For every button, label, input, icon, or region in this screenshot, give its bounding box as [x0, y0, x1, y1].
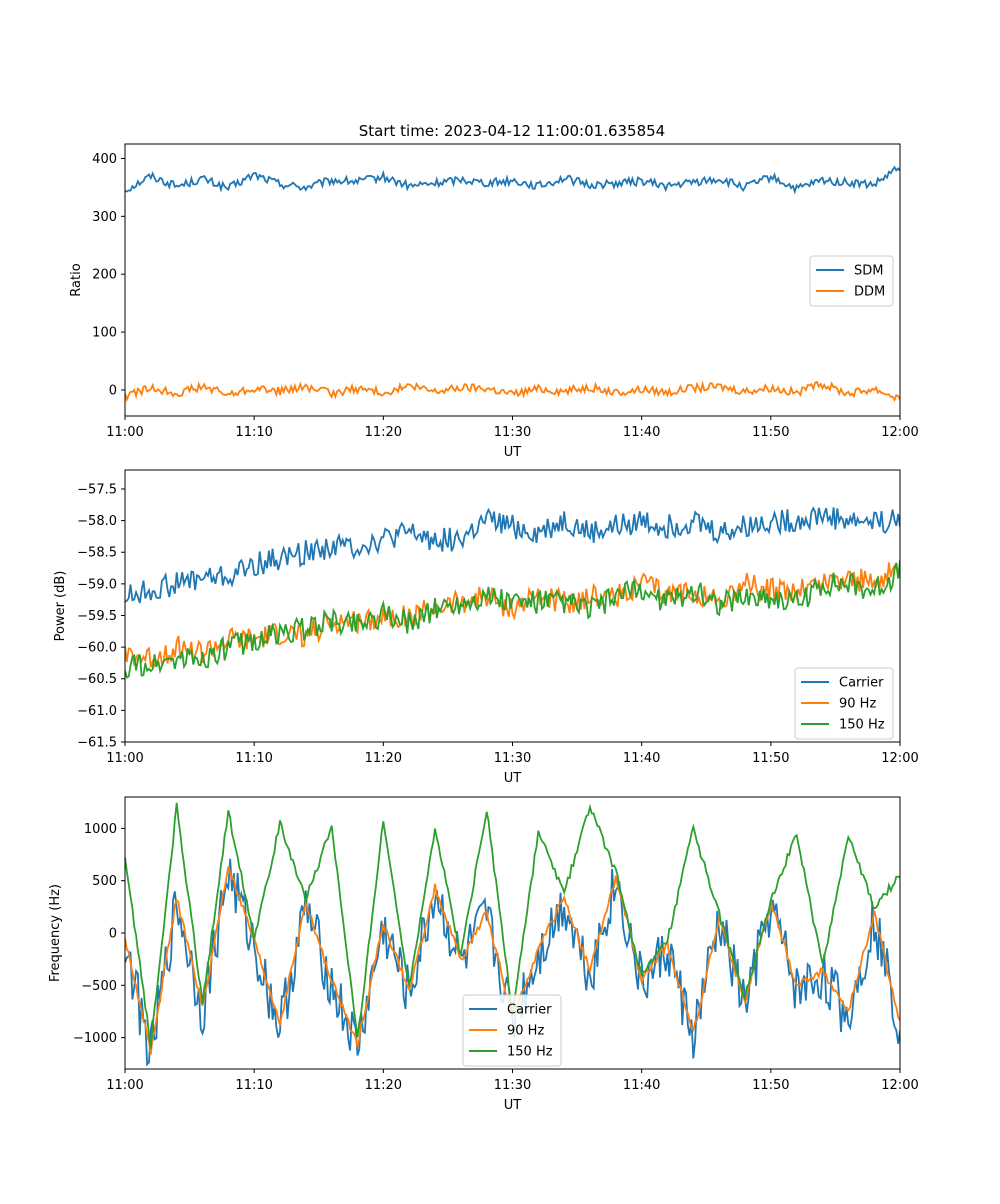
y-tick-label: −60.0	[77, 641, 117, 656]
y-tick-label: 300	[92, 210, 117, 225]
panel-2: 11:00 11:10 11:20 11:30 11:40 11:50 12:00 −57.5…	[53, 469, 919, 786]
legend-label: Carrier	[839, 676, 884, 691]
x-tick-label: 11:00	[106, 751, 143, 766]
x-tick-label: 11:20	[365, 425, 402, 440]
x-tick-label: 12:00	[881, 1078, 918, 1093]
y-tick-label: −59.0	[77, 577, 117, 592]
series-line-ddm	[125, 380, 900, 403]
y-tick-label: −58.5	[77, 546, 117, 561]
legend-label: 90 Hz	[507, 1024, 544, 1039]
x-tick-label: 11:50	[752, 425, 789, 440]
legend-label: 150 Hz	[839, 718, 885, 733]
legend-label: Carrier	[507, 1003, 552, 1018]
legend-box	[809, 255, 894, 307]
legend: Carrier 90 Hz 150 Hz	[794, 667, 894, 740]
legend-label: 150 Hz	[507, 1045, 553, 1060]
x-tick-label: 11:00	[106, 1078, 143, 1093]
x-axis-label: UT	[504, 445, 522, 460]
series-line-carrier	[125, 506, 900, 604]
y-axis-label: Ratio	[69, 263, 84, 296]
legend-box	[794, 667, 894, 740]
y-tick-label: 0	[109, 383, 117, 398]
x-tick-label: 11:20	[365, 1078, 402, 1093]
x-tick-label: 11:30	[494, 1078, 531, 1093]
series-group	[125, 506, 900, 679]
x-tick-label: 11:30	[494, 425, 531, 440]
y-tick-label: −1000	[73, 1031, 117, 1046]
y-tick-label: −61.5	[77, 736, 117, 751]
legend-label: SDM	[854, 264, 883, 279]
y-tick-label: 1000	[84, 822, 117, 837]
y-tick-label: −59.5	[77, 609, 117, 624]
y-tick-label: −60.5	[77, 672, 117, 687]
series-line-150-hz	[125, 559, 900, 679]
x-tick-label: 11:30	[494, 751, 531, 766]
x-tick-label: 11:00	[106, 425, 143, 440]
figure-title: Start time: 2023-04-12 11:00:01.635854	[359, 122, 665, 140]
x-tick-label: 11:10	[235, 1078, 272, 1093]
x-tick-label: 11:40	[623, 425, 660, 440]
x-tick-label: 11:50	[752, 751, 789, 766]
x-tick-label: 11:10	[235, 751, 272, 766]
series-line-sdm	[125, 165, 900, 195]
y-tick-label: −61.0	[77, 704, 117, 719]
y-tick-label: −500	[81, 979, 117, 994]
panel-1: 11:00 11:10 11:20 11:30 11:40 11:50 12:00 400 30…	[69, 143, 919, 460]
legend-box	[462, 994, 562, 1067]
legend-label: 90 Hz	[839, 697, 876, 712]
legend: Carrier 90 Hz 150 Hz	[462, 994, 562, 1067]
series-group	[125, 165, 900, 403]
y-tick-label: 200	[92, 268, 117, 283]
y-tick-label: 100	[92, 326, 117, 341]
y-axis-label: Power (dB)	[53, 571, 68, 642]
y-tick-label: −57.5	[77, 482, 117, 497]
x-tick-label: 11:20	[365, 751, 402, 766]
panel-3: 11:00 11:10 11:20 11:30 11:40 11:50 12:00 1000 5…	[48, 796, 919, 1113]
x-axis-label: UT	[504, 771, 522, 786]
x-tick-label: 12:00	[881, 425, 918, 440]
x-tick-label: 11:10	[235, 425, 272, 440]
legend: SDM DDM	[809, 255, 894, 307]
y-tick-label: 400	[92, 152, 117, 167]
x-tick-label: 11:50	[752, 1078, 789, 1093]
y-axis-label: Frequency (Hz)	[48, 884, 63, 982]
y-tick-label: 0	[109, 927, 117, 942]
legend-label: DDM	[854, 285, 885, 300]
y-tick-label: 500	[92, 874, 117, 889]
x-axis-label: UT	[504, 1098, 522, 1113]
x-tick-label: 12:00	[881, 751, 918, 766]
y-tick-label: −58.0	[77, 514, 117, 529]
series-line-90-hz	[125, 562, 900, 668]
x-tick-label: 11:40	[623, 1078, 660, 1093]
x-tick-label: 11:40	[623, 751, 660, 766]
